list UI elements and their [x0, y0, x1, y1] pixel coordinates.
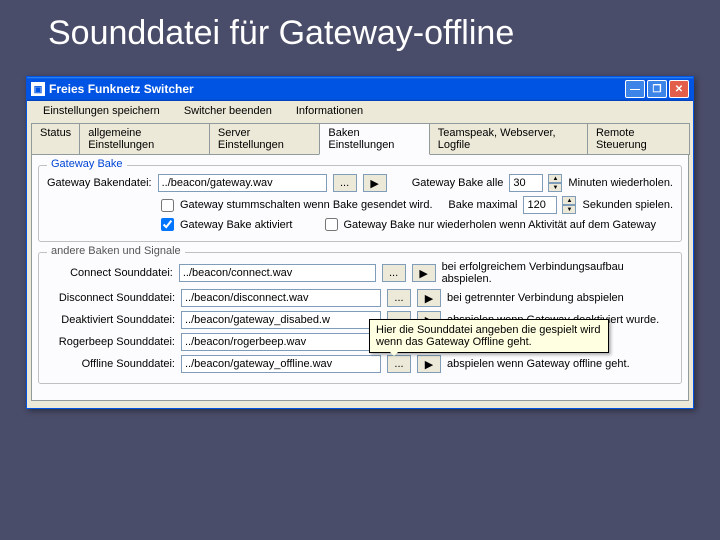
close-button[interactable]: ✕ [669, 80, 689, 98]
repeat-spinner[interactable]: ▲▼ [548, 174, 562, 192]
sound-row: Connect Sounddatei:... ▶ bei erfolgreichem… [47, 261, 673, 285]
app-window: ▣ Freies Funknetz Switcher — ❐ ✕ Einstel… [26, 76, 694, 409]
sound-row-label: Offline Sounddatei: [47, 358, 175, 370]
group-gateway-bake: Gateway Bake Gateway Bakendatei: ... ▶ G… [38, 165, 682, 242]
menu-save[interactable]: Einstellungen speichern [31, 103, 172, 119]
mute-label: Gateway stummschalten wenn Bake gesendet… [180, 199, 433, 211]
tab-remote[interactable]: Remote Steuerung [587, 123, 690, 155]
sound-file-input[interactable] [181, 311, 381, 329]
sound-row-desc: bei getrennter Verbindung abspielen [447, 292, 624, 304]
sound-file-input[interactable] [181, 355, 381, 373]
sound-file-input[interactable] [179, 264, 376, 282]
sound-row-label: Deaktiviert Sounddatei: [47, 314, 175, 326]
tab-server[interactable]: Server Einstellungen [209, 123, 321, 155]
activated-checkbox[interactable] [161, 218, 174, 231]
sound-row: Disconnect Sounddatei:... ▶ bei getrennter… [47, 289, 673, 307]
sound-row: Offline Sounddatei:...▶abspielen wenn Ga… [47, 355, 673, 373]
sound-file-input[interactable] [181, 289, 381, 307]
tab-teamspeak[interactable]: Teamspeak, Webserver, Logfile [429, 123, 588, 155]
bake-file-label: Gateway Bakendatei: [47, 177, 152, 189]
bake-play-button[interactable]: ▶ [363, 174, 387, 192]
repeat-pre-label: Gateway Bake alle [412, 177, 504, 189]
tab-status[interactable]: Status [31, 123, 80, 155]
tab-beacon[interactable]: Baken Einstellungen [319, 123, 429, 155]
group-title-bake: Gateway Bake [47, 158, 127, 170]
sound-row-label: Rogerbeep Sounddatei: [47, 336, 175, 348]
group-other-signals: andere Baken und Signale Connect Soundda… [38, 252, 682, 384]
sound-browse-button[interactable]: ... [387, 289, 411, 307]
repeat-minutes-input[interactable] [509, 174, 543, 192]
sound-row-label: Connect Sounddatei: [47, 267, 173, 279]
slide-title: Sounddatei für Gateway-offline [0, 0, 720, 53]
max-post-label: Sekunden spielen. [582, 199, 673, 211]
sound-file-input[interactable] [181, 333, 381, 351]
menu-quit[interactable]: Switcher beenden [172, 103, 284, 119]
only-activity-label: Gateway Bake nur wiederholen wenn Aktivi… [344, 219, 554, 231]
bake-file-input[interactable] [158, 174, 327, 192]
menubar: Einstellungen speichern Switcher beenden… [27, 101, 693, 121]
tab-general[interactable]: allgemeine Einstellungen [79, 123, 210, 155]
sound-play-button[interactable]: ▶ [417, 355, 441, 373]
sound-browse-button[interactable]: ... [382, 264, 406, 282]
mute-checkbox[interactable] [161, 199, 174, 212]
bake-browse-button[interactable]: ... [333, 174, 357, 192]
only-activity-checkbox[interactable] [325, 218, 338, 231]
window-title: Freies Funknetz Switcher [49, 82, 625, 96]
sound-play-button[interactable]: ▶ [412, 264, 436, 282]
maximize-button[interactable]: ❐ [647, 80, 667, 98]
tabpanel-beacon: Gateway Bake Gateway Bakendatei: ... ▶ G… [31, 154, 689, 401]
repeat-post-label: Minuten wiederholen. [568, 177, 673, 189]
sound-row-label: Disconnect Sounddatei: [47, 292, 175, 304]
max-seconds-input[interactable] [523, 196, 557, 214]
sound-row-desc: abspielen wenn Gateway offline geht. [447, 358, 630, 370]
app-icon: ▣ [31, 82, 45, 96]
tooltip-offline-sound: Hier die Sounddatei angeben die gespielt… [369, 319, 609, 353]
activated-label: Gateway Bake aktiviert [180, 219, 293, 231]
max-pre-label: Bake maximal [448, 199, 517, 211]
minimize-button[interactable]: — [625, 80, 645, 98]
tabstrip: Status allgemeine Einstellungen Server E… [31, 123, 689, 155]
max-spinner[interactable]: ▲▼ [562, 196, 576, 214]
sound-row-desc: bei erfolgreichem Verbindungsaufbau absp… [442, 261, 673, 285]
sound-play-button[interactable]: ▶ [417, 289, 441, 307]
group-title-other: andere Baken und Signale [47, 245, 185, 257]
menu-info[interactable]: Informationen [284, 103, 375, 119]
titlebar[interactable]: ▣ Freies Funknetz Switcher — ❐ ✕ [27, 77, 693, 101]
